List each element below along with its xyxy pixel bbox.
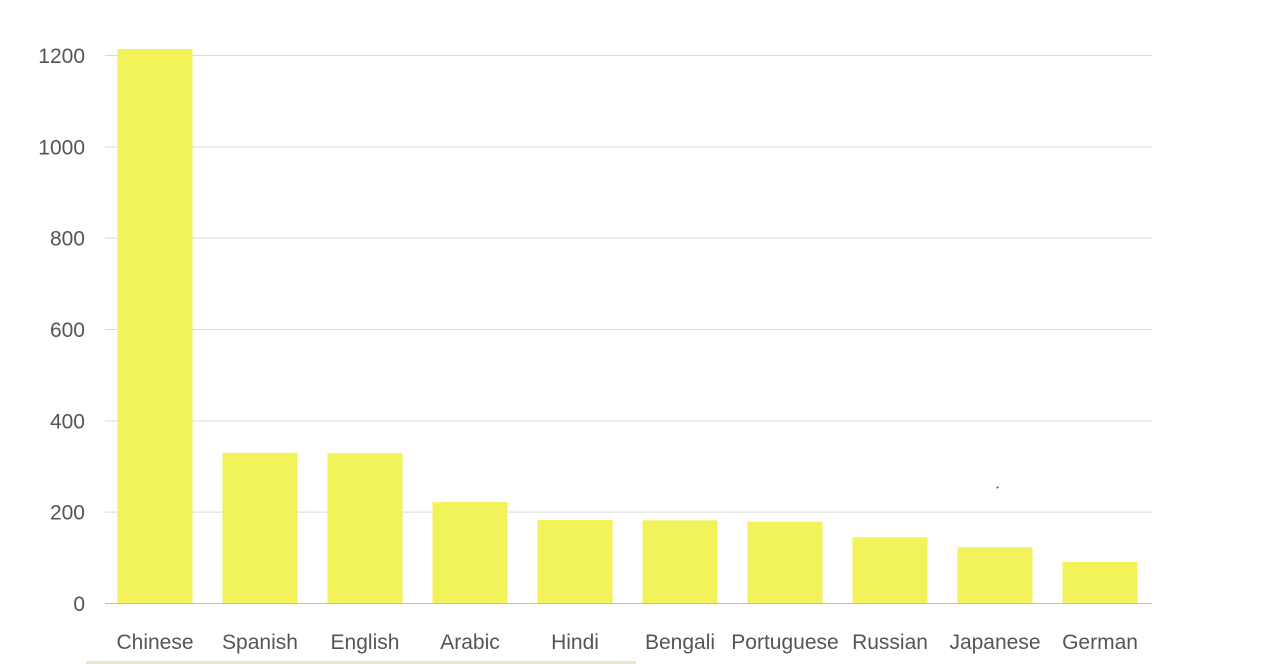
- x-category-label: Japanese: [949, 631, 1040, 654]
- x-category-label: English: [331, 631, 400, 654]
- y-tick-label: 1000: [38, 136, 85, 159]
- bar-hindi: [537, 519, 613, 603]
- x-category-label: German: [1062, 631, 1138, 654]
- bar-spanish: [222, 452, 298, 603]
- x-category-label: Russian: [852, 631, 928, 654]
- bottom-strip: [86, 661, 636, 664]
- bar-russian: [852, 537, 928, 603]
- x-category-label: Spanish: [222, 631, 298, 654]
- y-tick-label: 600: [50, 319, 85, 342]
- bar-bengali: [642, 520, 718, 603]
- y-tick-label: 1200: [38, 45, 85, 68]
- x-category-label: Portuguese: [731, 631, 838, 654]
- x-category-label: Chinese: [116, 631, 193, 654]
- bar-arabic: [432, 502, 508, 603]
- x-category-label: Arabic: [440, 631, 500, 654]
- bar-english: [327, 453, 403, 603]
- x-axis-category-labels: Chinese Spanish English Arabic Hindi Bengali P…: [116, 631, 1137, 654]
- bars: [117, 49, 1138, 603]
- y-tick-label: 0: [73, 593, 85, 616]
- bar-japanese: [957, 547, 1033, 603]
- y-tick-label: 800: [50, 228, 85, 251]
- y-tick-label: 200: [50, 502, 85, 525]
- bar-german: [1062, 561, 1138, 603]
- y-tick-label: 400: [50, 410, 85, 433]
- y-axis-tick-labels: 0 200 400 600 800 1000 1200: [38, 45, 85, 616]
- x-category-label: Hindi: [551, 631, 599, 654]
- bar-chinese: [117, 49, 193, 603]
- bar-portuguese: [747, 521, 823, 603]
- stray-dot: [996, 486, 999, 489]
- x-category-label: Bengali: [645, 631, 715, 654]
